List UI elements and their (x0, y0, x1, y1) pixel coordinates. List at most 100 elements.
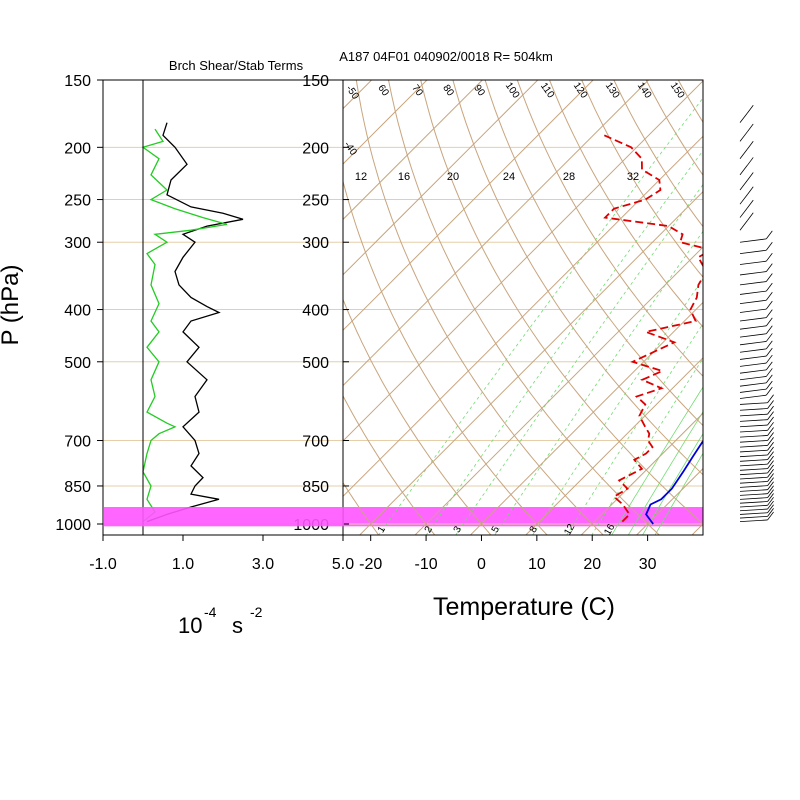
mixing-ratio-top-label: 24 (503, 171, 515, 183)
skewt-y-tick-label: 200 (302, 140, 329, 157)
wind-barb-staff (739, 317, 767, 322)
left-xlabel-unit: s (232, 613, 243, 638)
wind-barb-staff (739, 472, 768, 476)
left-y-tick-label: 500 (64, 355, 91, 372)
skewt-x-tick-label: -20 (359, 556, 382, 573)
wind-barb-flag (767, 411, 774, 420)
wind-barb-flag (767, 481, 774, 490)
wind-barb-staff (739, 165, 748, 176)
mixing-ratio-top-label: 28 (563, 171, 575, 183)
dry-adiabat-line (713, 28, 800, 536)
left-panel: 150 200 250 300 400 500 700 850 1000 -1.0 1.0 3.0 5… (55, 73, 354, 573)
wind-barb-flag (767, 511, 774, 521)
dry-adiabat-line (343, 298, 492, 535)
dry-adiabat-line (581, 80, 703, 278)
left-x-axis-label: 10 -4 s -2 (178, 604, 263, 638)
wind-barb-flag (767, 455, 774, 465)
left-y-tick-label: 400 (64, 303, 91, 320)
isotherm-line (343, 135, 703, 498)
left-xlabel-base: 10 (178, 613, 202, 638)
dewpoint-profile-line (603, 134, 703, 523)
wind-barb-flag (746, 212, 754, 221)
wind-barb-flag (765, 273, 773, 282)
mixing-ratio-line (654, 452, 703, 535)
wind-barb-flag (767, 508, 774, 517)
wind-barb-flag (765, 292, 773, 301)
wind-barb-flag (746, 172, 754, 181)
left-x-tick-label: 1.0 (172, 556, 194, 573)
isotherm-line (358, 190, 703, 535)
wind-barb-flag (765, 361, 773, 371)
wind-barb-flag (765, 282, 773, 292)
dry-adiabat-line (420, 80, 703, 525)
wind-barb-staff (739, 408, 768, 411)
mixing-ratio-line (611, 386, 703, 535)
mixing-ratio-bottom-label: 1 (376, 524, 389, 535)
wind-barb-staff (739, 449, 768, 453)
wind-barb-flag (767, 469, 774, 478)
wind-barb-flag (746, 104, 754, 114)
wind-barb-flag (767, 477, 774, 486)
surface-highlight-rect (343, 507, 703, 527)
wind-barb-staff (739, 220, 748, 231)
mixing-ratio-bottom-label: 8 (528, 524, 541, 535)
skewt-y-tick-label: 300 (302, 235, 329, 252)
surface-highlight-band (343, 507, 703, 527)
wind-barb-flag (767, 442, 774, 451)
left-y-tick-label: 1000 (55, 517, 91, 534)
wind-barb-staff (739, 249, 767, 255)
skewt-y-tick-label: 850 (302, 479, 329, 496)
wind-barb-flag (767, 504, 774, 513)
wind-barb-flag (765, 309, 773, 318)
x-axis-label-temperature: Temperature (C) (433, 593, 615, 621)
dry-adiabat-line (613, 80, 703, 228)
wind-barb-staff (739, 355, 767, 360)
skewt-x-tick-label: -10 (415, 556, 438, 573)
isotherm-line (525, 357, 703, 535)
wind-barb-staff (739, 489, 768, 492)
left-panel-y-ticks: 150 200 250 300 400 500 700 850 1000 (55, 73, 103, 534)
mixing-ratio-top-label: 12 (355, 171, 367, 183)
wind-barb-flag (767, 493, 774, 502)
wind-barb-staff (739, 290, 767, 295)
isotherm-line (343, 80, 703, 442)
isotherm-line (343, 80, 539, 276)
mixing-ratio-line (591, 357, 703, 535)
mixing-ratio-line (642, 432, 703, 535)
wind-barb-staff (739, 501, 768, 504)
dry-adiabat-line (343, 394, 436, 535)
mixing-ratio-bottom-label: 12 (562, 522, 577, 538)
wind-barb-flag (767, 473, 774, 482)
wind-barb-flag (765, 300, 773, 310)
mixing-ratio-top-label: 20 (447, 171, 459, 183)
wind-barb-flag (767, 400, 774, 409)
isotherm-line (343, 80, 650, 387)
wind-barb-flag (765, 340, 773, 350)
wind-barb-staff (739, 424, 768, 428)
wind-barb-staff (739, 402, 768, 405)
dry-adiabat-line (195, 28, 323, 536)
wind-barb-flag (746, 123, 754, 133)
isotherm-line (343, 80, 428, 165)
temperature-profile-line (645, 438, 703, 525)
wind-barb-flag (767, 437, 774, 446)
mixing-ratio-bottom-label: 2 (423, 524, 436, 535)
skewt-frame (342, 79, 704, 536)
isotherm-line (414, 246, 703, 535)
dry-adiabat-line (773, 28, 800, 536)
wind-barb-flag (767, 485, 774, 494)
dry-adiabat-line (452, 80, 703, 476)
wind-barb-staff (739, 497, 768, 500)
mixing-ratio-line (378, 97, 703, 535)
mixing-ratio-top-label: 32 (627, 171, 639, 183)
wind-barb-flag (765, 354, 773, 364)
isotherm-line (343, 80, 594, 331)
wind-barb-flag (765, 386, 773, 396)
shear-term-line (146, 122, 244, 523)
wind-barb-staff (739, 260, 767, 265)
left-y-tick-label: 700 (64, 434, 91, 451)
dry-adiabat-label: 90 (471, 83, 487, 99)
mixing-ratio-bottom-label: 5 (490, 524, 503, 535)
wind-barb-staff (739, 341, 767, 346)
wind-barb-flag (765, 325, 773, 335)
